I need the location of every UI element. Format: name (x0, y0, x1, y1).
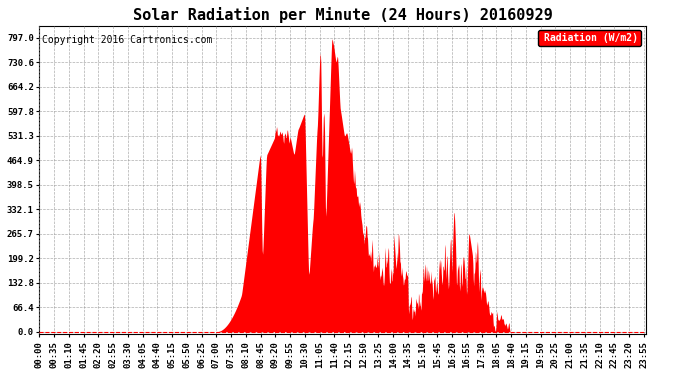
Legend: Radiation (W/m2): Radiation (W/m2) (538, 30, 641, 46)
Title: Solar Radiation per Minute (24 Hours) 20160929: Solar Radiation per Minute (24 Hours) 20… (132, 7, 552, 23)
Text: Copyright 2016 Cartronics.com: Copyright 2016 Cartronics.com (42, 35, 213, 45)
